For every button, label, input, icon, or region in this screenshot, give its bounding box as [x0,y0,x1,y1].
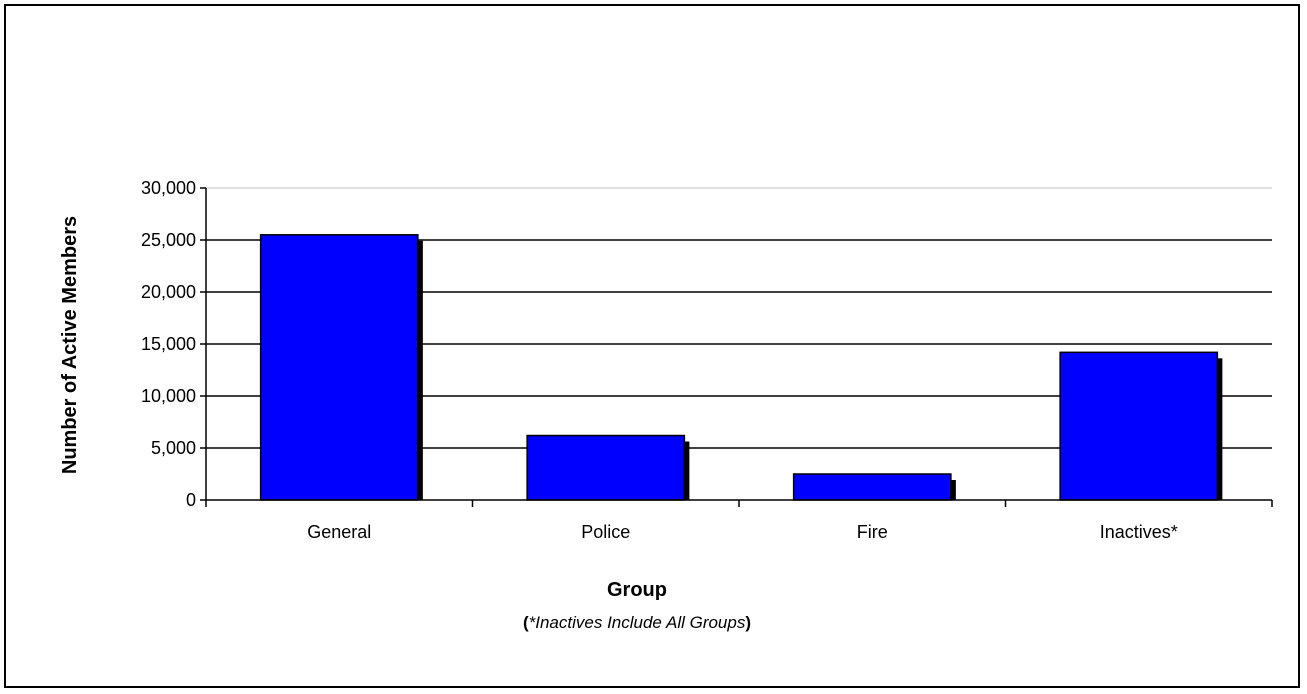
y-tick-label: 30,000 [141,178,196,198]
x-tick-label: Fire [857,522,888,542]
bar [1059,351,1219,501]
x-axis-title: Group [607,579,667,601]
y-tick-labels: 0 5,000 10,000 15,000 20,000 25,000 30,000 [141,178,196,510]
y-tick-label: 25,000 [141,230,196,250]
bars [259,234,1223,501]
y-tick-label: 10,000 [141,386,196,406]
y-tick-label: 15,000 [141,334,196,354]
footnote: (*Inactives Include All Groups) [523,613,751,632]
y-tick-label: 0 [186,490,196,510]
x-tick-label: Police [581,522,630,542]
bar [526,434,686,501]
y-axis-title: Number of Active Members [59,216,81,474]
y-tick-label: 20,000 [141,282,196,302]
y-tick-label: 5,000 [151,438,196,458]
x-tick-label: General [307,522,371,542]
x-tick-labels: General Police Fire Inactives* [307,522,1178,542]
footnote-text: *Inactives Include All Groups [529,613,746,632]
x-tick-label: Inactives* [1100,522,1178,542]
footnote-open-paren: ( [523,613,529,632]
axes [200,187,1273,507]
footnote-close-paren: ) [745,613,751,632]
bar [259,234,419,501]
chart-frame [4,4,1300,688]
bar [792,473,952,501]
